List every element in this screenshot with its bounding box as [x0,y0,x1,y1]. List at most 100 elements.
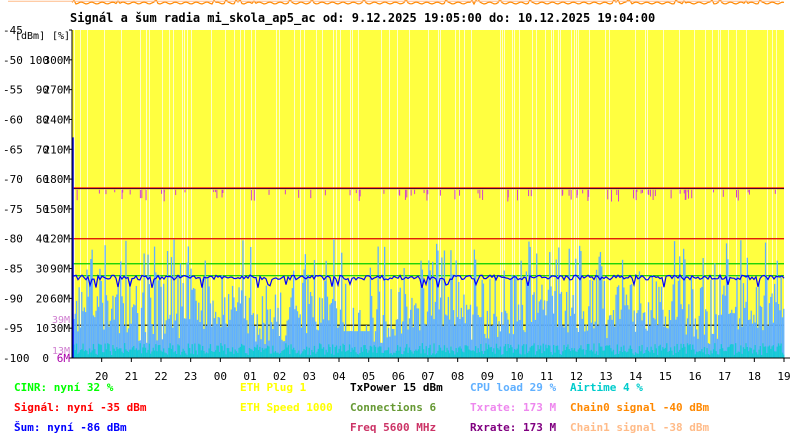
cinr-bar [677,351,680,358]
cinr-bar [532,345,534,358]
cpu-bar [503,270,505,358]
cpu-bar [196,319,199,358]
cpu-bar [764,242,767,358]
x-tick-label: 06 [392,370,405,380]
cpu-bar [775,302,777,358]
cinr-bar [216,345,218,358]
cpu-bar [489,278,491,358]
cinr-bar [148,343,150,358]
cinr-bar [291,349,293,358]
cpu-bar [690,275,693,358]
cpu-bar [98,306,100,358]
cinr-bar [452,351,455,358]
cpu-bar [302,282,304,358]
x-tick-label: 17 [718,370,731,380]
cinr-bar [202,345,204,358]
cpu-bar [185,318,187,358]
cpu-bar [763,295,765,358]
cinr-bar [290,344,292,358]
cinr-bar [190,353,192,358]
cpu-bar [768,303,771,358]
cinr-bar [571,347,573,358]
y-tick-label-pct: 30 [36,263,49,276]
cinr-bar [85,349,87,358]
cinr-bar [523,344,525,358]
cinr-bar [469,350,472,358]
cpu-bar [545,315,547,358]
cinr-bar [403,351,405,358]
streak [767,30,768,358]
cpu-bar [326,296,329,358]
cinr-bar [153,350,156,358]
cpu-bar [211,326,213,358]
streak [389,30,390,358]
cinr-bar [108,344,110,358]
cpu-bar [629,284,631,358]
cinr-bar [339,345,342,358]
cinr-bar [354,346,356,358]
y-tick-label-pct: 10 [36,322,49,335]
streak [300,30,301,358]
cpu-bar [459,319,461,358]
cinr-bar [220,343,222,358]
streak [162,30,163,358]
cpu-bar [391,328,394,358]
cpu-bar [410,309,412,358]
cinr-bar [608,345,611,358]
cpu-bar [406,306,408,358]
cinr-bar [183,350,186,358]
cpu-bar [454,325,456,358]
cinr-bar [221,345,223,358]
cinr-bar [640,351,642,358]
cinr-bar [389,353,391,358]
cinr-bar [537,345,539,358]
cinr-bar [107,343,109,358]
cpu-bar [144,332,147,358]
cpu-bar [573,313,576,358]
cpu-bar [155,272,157,358]
cpu-bar [501,312,503,358]
cpu-bar [182,283,184,358]
cinr-bar [433,343,435,358]
cinr-bar [603,350,605,358]
cpu-bar [779,310,781,358]
cinr-bar [650,346,652,358]
y-tick-label-pct: 90 [36,84,49,97]
cinr-bar [312,352,314,358]
cpu-bar [95,310,97,358]
cpu-bar [538,301,540,358]
cinr-bar [267,345,269,358]
cinr-bar [283,349,286,358]
cinr-bar [355,352,357,358]
cpu-bar [415,303,417,358]
cinr-bar [246,353,248,358]
cpu-bar [222,314,225,358]
cinr-bar [485,343,487,358]
cinr-bar [177,344,179,358]
cpu-bar [320,322,322,358]
cinr-bar [75,343,78,358]
cinr-bar [341,351,343,358]
cinr-bar [191,344,193,358]
cpu-bar [403,268,405,358]
cinr-bar [99,344,101,358]
cinr-bar [658,346,660,358]
cinr-bar [459,346,461,358]
cpu-bar [603,280,605,358]
x-tick-label: 16 [688,370,701,380]
cinr-bar [259,346,261,358]
cpu-bar [121,296,123,358]
cinr-bar [400,354,403,358]
cinr-bar [159,344,161,358]
cpu-bar [705,309,707,358]
cinr-bar [322,347,325,358]
cinr-bar [437,350,439,358]
cinr-bar [729,344,732,358]
cpu-bar [673,241,676,358]
cinr-bar [595,351,598,358]
cpu-bar [532,294,534,358]
cpu-bar [672,284,674,358]
cpu-bar [294,309,296,358]
streak [746,30,747,358]
cpu-bar [124,325,126,358]
